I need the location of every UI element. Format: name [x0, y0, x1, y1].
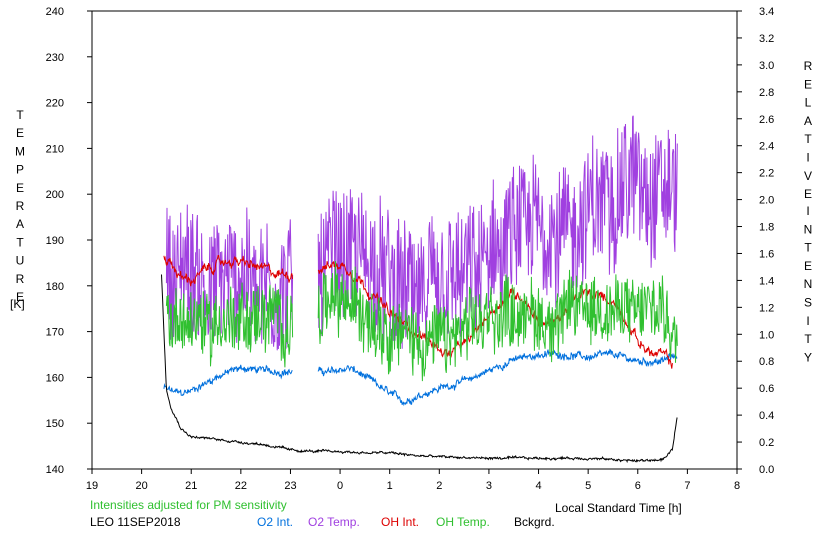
left-tick-label: 180	[46, 281, 64, 293]
series-line-o2-int	[163, 348, 678, 407]
right-axis-label-letter: N	[804, 222, 813, 236]
right-axis-label-letter: R	[804, 59, 813, 73]
x-tick-label: 3	[486, 480, 492, 492]
right-tick-label: 1.0	[759, 329, 774, 341]
right-tick-label: 0.6	[759, 383, 774, 395]
left-axis-label-letter: P	[16, 163, 24, 177]
x-tick-label: 7	[684, 480, 690, 492]
legend-o2-int: O2 Int.	[257, 515, 293, 529]
right-axis-label-letter: E	[804, 77, 812, 91]
right-tick-label: 3.2	[759, 33, 774, 45]
series-line-bckgrd	[161, 274, 678, 464]
right-axis-label-letter: E	[804, 187, 812, 201]
left-axis-label-letter: E	[16, 126, 24, 140]
right-axis-label-letter: T	[804, 332, 812, 346]
x-tick-label: 19	[86, 480, 98, 492]
right-tick-label: 1.6	[759, 248, 774, 260]
right-axis-label-letter: T	[804, 132, 812, 146]
left-tick-label: 190	[46, 235, 64, 247]
legend-o2-temp: O2 Temp.	[308, 515, 360, 529]
legend-bckgrd: Bckgrd.	[514, 515, 555, 529]
right-axis-label-letter: I	[806, 314, 809, 328]
left-tick-label: 230	[46, 52, 64, 64]
right-axis-label-letter: Y	[804, 350, 812, 364]
left-axis-label-letter: M	[15, 144, 25, 158]
x-tick-label: 23	[284, 480, 296, 492]
x-tick-label: 8	[734, 480, 740, 492]
left-axis-label-letter: T	[16, 108, 24, 122]
right-axis-label-letter: V	[804, 169, 812, 183]
station-label: LEO 11SEP2018	[90, 515, 181, 529]
x-tick-label: 5	[585, 480, 591, 492]
x-tick-label: 2	[436, 480, 442, 492]
left-axis-unit: [K]	[10, 297, 25, 311]
right-axis-label-letter: N	[804, 277, 813, 291]
legend-oh-temp: OH Temp.	[436, 515, 490, 529]
left-axis-label-letter: R	[16, 272, 25, 286]
left-axis-label-letter: R	[16, 199, 25, 213]
left-tick-label: 170	[46, 327, 64, 339]
right-tick-label: 2.0	[759, 195, 774, 207]
right-tick-label: 2.8	[759, 87, 774, 99]
right-axis-label-letter: I	[806, 204, 809, 218]
right-tick-label: 2.6	[759, 114, 774, 126]
right-tick-label: 3.4	[759, 6, 774, 18]
x-tick-label: 4	[535, 480, 541, 492]
x-tick-label: 6	[635, 480, 641, 492]
left-tick-label: 240	[46, 6, 64, 18]
x-tick-label: 21	[185, 480, 197, 492]
right-tick-label: 0.4	[759, 410, 774, 422]
right-tick-label: 1.8	[759, 222, 774, 234]
left-tick-label: 200	[46, 189, 64, 201]
series-line-oh-temp	[165, 261, 678, 382]
x-tick-label: 0	[337, 480, 343, 492]
right-tick-label: 3.0	[759, 60, 774, 72]
right-tick-label: 2.2	[759, 168, 774, 180]
left-tick-label: 210	[46, 143, 64, 155]
right-tick-label: 2.4	[759, 141, 774, 153]
right-axis-label-letter: L	[805, 96, 812, 110]
left-tick-label: 150	[46, 418, 64, 430]
left-axis-label-letter: U	[16, 254, 25, 268]
right-tick-label: 1.4	[759, 275, 774, 287]
sensitivity-note: Intensities adjusted for PM sensitivity	[90, 498, 287, 512]
right-tick-label: 0.2	[759, 437, 774, 449]
axes-layer: 19 20 21 22 23 0 1 2 3 4 5 6 7 8140150160170180190200…	[15, 6, 813, 492]
right-tick-label: 0.0	[759, 464, 774, 476]
left-axis-label-letter: A	[16, 217, 24, 231]
right-axis-label-letter: S	[804, 296, 812, 310]
left-tick-label: 220	[46, 98, 64, 110]
right-tick-label: 0.8	[759, 356, 774, 368]
left-tick-label: 160	[46, 372, 64, 384]
left-axis-label-letter: T	[16, 235, 24, 249]
right-axis-label-letter: E	[804, 259, 812, 273]
series-layer	[161, 115, 678, 464]
left-axis-label-letter: E	[16, 290, 24, 304]
right-axis-label-letter: A	[804, 114, 812, 128]
x-tick-label: 20	[135, 480, 147, 492]
right-tick-label: 1.2	[759, 302, 774, 314]
x-axis-label: Local Standard Time [h]	[555, 501, 682, 515]
x-tick-label: 22	[235, 480, 247, 492]
legend-oh-int: OH Int.	[381, 515, 419, 529]
right-axis-label-letter: I	[806, 151, 809, 165]
left-axis-label-letter: E	[16, 181, 24, 195]
x-tick-label: 1	[387, 480, 393, 492]
right-axis-label-letter: T	[804, 241, 812, 255]
left-tick-label: 140	[46, 464, 64, 476]
